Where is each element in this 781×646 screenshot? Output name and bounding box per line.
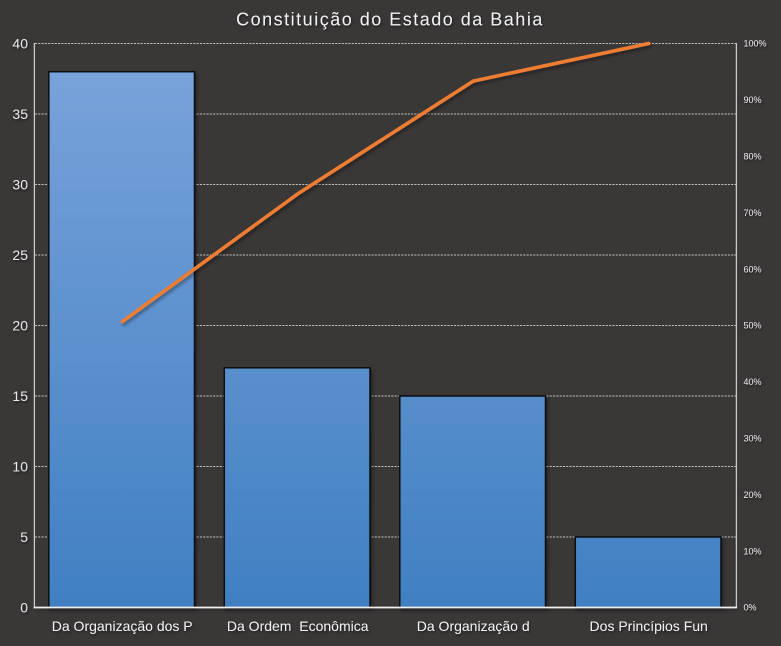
svg-text:Constituição do Estado da Bahi: Constituição do Estado da Bahia (236, 10, 544, 30)
svg-text:35: 35 (12, 106, 28, 122)
svg-text:40: 40 (12, 36, 28, 52)
svg-text:Da Organização d: Da Organização d (417, 618, 530, 634)
svg-text:30: 30 (12, 177, 28, 193)
svg-text:70%: 70% (744, 208, 762, 218)
svg-text:Dos Princípios Fun: Dos Princípios Fun (590, 618, 708, 634)
svg-text:20: 20 (12, 318, 28, 334)
svg-text:15: 15 (12, 388, 28, 404)
svg-text:50%: 50% (744, 321, 762, 331)
svg-text:10: 10 (12, 459, 28, 475)
svg-text:Da Ordem Econômica: Da Ordem Econômica (227, 618, 369, 634)
svg-text:5: 5 (20, 529, 28, 545)
svg-text:25: 25 (12, 247, 28, 263)
svg-text:20%: 20% (744, 490, 762, 500)
svg-text:Da Organização dos P: Da Organização dos P (52, 618, 193, 634)
svg-text:10%: 10% (744, 546, 762, 556)
svg-text:60%: 60% (744, 264, 762, 274)
svg-text:90%: 90% (744, 95, 762, 105)
svg-text:30%: 30% (744, 434, 762, 444)
svg-text:80%: 80% (744, 152, 762, 162)
svg-text:0: 0 (20, 600, 28, 616)
svg-text:0%: 0% (744, 603, 757, 613)
svg-text:40%: 40% (744, 377, 762, 387)
svg-text:100%: 100% (744, 39, 767, 49)
